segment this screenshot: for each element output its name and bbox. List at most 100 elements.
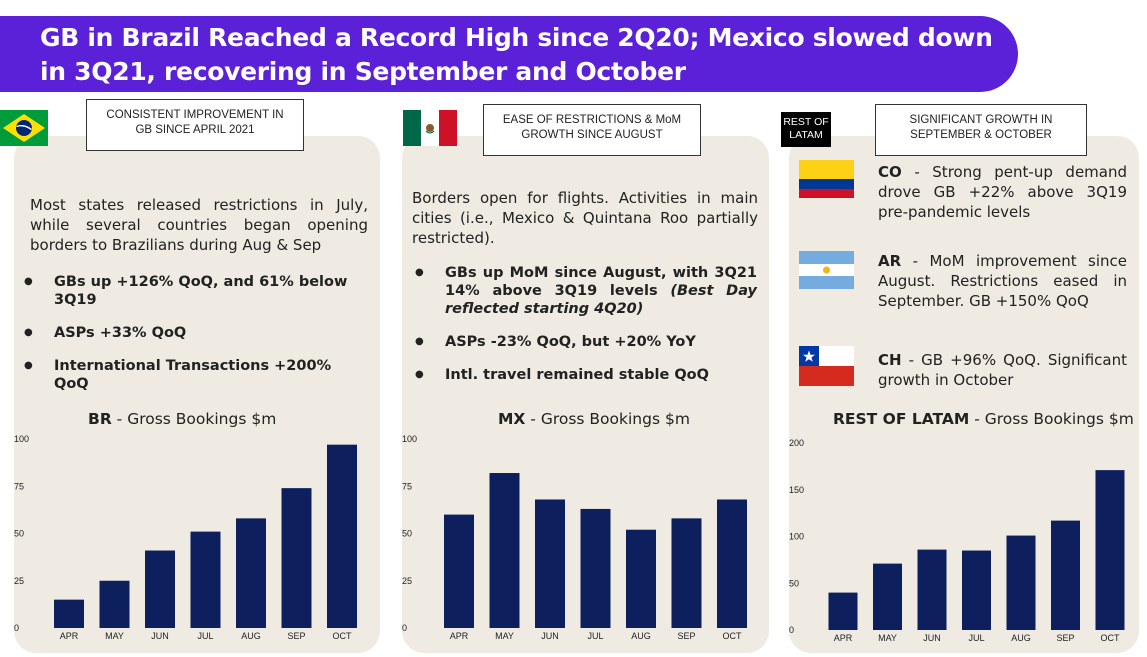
brazil-chart-title-rest: - Gross Bookings $m [111, 410, 277, 428]
mexico-chart-title-bold: MX [498, 410, 526, 428]
colombia-code: CO [878, 163, 902, 181]
mexico-y-tick-label: 25 [402, 576, 412, 586]
brazil-x-tick-label: APR [60, 631, 79, 641]
latam-bar-aug [1006, 535, 1036, 630]
brazil-bullets: GBs up +126% QoQ, and 61% below 3Q19 ASP… [22, 273, 367, 408]
mexico-y-tick-label: 100 [402, 434, 417, 444]
brazil-y-tick-label: 0 [14, 623, 19, 633]
latam-x-tick-label: JUL [968, 633, 984, 643]
brazil-bar-chart: 0 25 50 75 100 APR MAY JUN JUL AUG SEP OCT [14, 434, 357, 641]
mexico-bullet-1-main: GBs up MoM since August, with 3Q21 14% a… [445, 265, 757, 299]
chile-text: CH - GB +96% QoQ. Significant growth in … [878, 350, 1127, 390]
latam-y-tick-label: 50 [789, 578, 799, 588]
mexico-x-tick-label: OCT [723, 631, 743, 641]
mexico-x-tick-label: SEP [677, 631, 695, 641]
brazil-y-tick-label: 75 [14, 481, 24, 491]
brazil-y-tick-label: 50 [14, 529, 24, 539]
brazil-x-tick-label: OCT [333, 631, 353, 641]
chile-flag-icon [799, 346, 854, 386]
brazil-bar-may [99, 580, 130, 628]
latam-x-tick-label: AUG [1011, 633, 1031, 643]
latam-bar-may [873, 563, 902, 630]
mexico-x-tick-label: AUG [631, 631, 651, 641]
mexico-bar-oct [717, 499, 747, 628]
mexico-bullet-3: Intl. travel remained stable QoQ [413, 366, 757, 384]
brazil-y-tick-label: 25 [14, 576, 24, 586]
latam-chart-title-bold: REST OF LATAM [833, 410, 970, 428]
argentina-flag-icon [799, 251, 854, 289]
brazil-bar-sep [281, 488, 312, 628]
mexico-bullet-1-italic: (Best Day reflected starting 4Q20) [445, 283, 757, 317]
mexico-y-tick-label: 50 [402, 529, 412, 539]
latam-chart-title: REST OF LATAM - Gross Bookings $m [833, 410, 1134, 428]
mexico-bullets: GBs up MoM since August, with 3Q21 14% a… [413, 264, 757, 399]
mexico-x-tick-label: MAY [495, 631, 514, 641]
mexico-bar-may [489, 473, 520, 628]
brazil-bar-jul [190, 531, 221, 628]
latam-x-tick-label: APR [834, 633, 853, 643]
page-title-line-2: in 3Q21, recovering in September and Oct… [40, 57, 686, 86]
latam-x-tick-label: MAY [878, 633, 897, 643]
brazil-x-tick-label: JUN [151, 631, 169, 641]
rest-of-latam-label-line-1: REST OF [783, 116, 829, 128]
latam-bar-oct [1095, 470, 1125, 630]
latam-x-tick-label: JUN [923, 633, 941, 643]
brazil-bar-apr [54, 599, 84, 628]
mexico-bullet-2: ASPs -23% QoQ, but +20% YoY [413, 333, 757, 351]
latam-y-tick-label: 0 [789, 625, 794, 635]
mexico-tag-line-1: EASE OF RESTRICTIONS & MoM [502, 114, 682, 126]
mexico-x-tick-label: JUN [541, 631, 559, 641]
latam-chart-title-rest: - Gross Bookings $m [969, 410, 1134, 428]
latam-tag-line-2: SEPTEMBER & OCTOBER [910, 129, 1052, 141]
mexico-chart-title: MX - Gross Bookings $m [498, 410, 690, 428]
mexico-tag-line-2: GROWTH SINCE AUGUST [521, 129, 663, 141]
brazil-bar-jun [145, 550, 175, 628]
rest-of-latam-label: REST OF LATAM [781, 112, 831, 147]
brazil-bullet-3: International Transactions +200% QoQ [22, 357, 367, 393]
brazil-y-tick-label: 100 [14, 434, 29, 444]
latam-bar-sep [1051, 520, 1080, 630]
chile-code: CH [878, 351, 902, 369]
brazil-tag-line-1: CONSISTENT IMPROVEMENT IN [106, 109, 284, 121]
brazil-bar-aug [236, 518, 266, 628]
mexico-flag-icon [403, 110, 457, 146]
mexico-x-tick-label: JUL [587, 631, 603, 641]
mexico-y-tick-label: 0 [402, 623, 407, 633]
brazil-x-tick-label: AUG [241, 631, 261, 641]
brazil-body: Most states released restrictions in Jul… [30, 196, 368, 254]
brazil-flag-icon [0, 110, 48, 146]
rest-of-latam-label-line-2: LATAM [789, 129, 823, 141]
brazil-chart-title-bold: BR [88, 410, 112, 428]
mexico-bar-apr [444, 514, 474, 628]
argentina-description: - MoM improvement since August. Restrict… [878, 252, 1127, 310]
brazil-x-tick-label: MAY [105, 631, 124, 641]
latam-bar-apr [828, 592, 858, 630]
mexico-bar-jun [535, 499, 565, 628]
mexico-chart-title-rest: - Gross Bookings $m [525, 410, 690, 428]
mexico-x-tick-label: APR [450, 631, 469, 641]
mexico-y-tick-label: 75 [402, 481, 412, 491]
title-banner: GB in Brazil Reached a Record High since… [0, 16, 1018, 92]
brazil-x-tick-label: JUL [197, 631, 213, 641]
latam-bar-jun [917, 549, 947, 630]
brazil-bar-oct [327, 444, 357, 628]
argentina-text: AR - MoM improvement since August. Restr… [878, 251, 1127, 311]
mexico-bar-sep [671, 518, 702, 628]
latam-bar-jul [962, 550, 991, 630]
mexico-tag: EASE OF RESTRICTIONS & MoM GROWTH SINCE … [483, 104, 701, 156]
brazil-chart-title: BR - Gross Bookings $m [88, 410, 276, 428]
page-title-line-1: GB in Brazil Reached a Record High since… [40, 23, 993, 52]
latam-x-tick-label: SEP [1056, 633, 1074, 643]
latam-y-tick-label: 200 [789, 438, 804, 448]
latam-bar-chart: 0 50 100 150 200 APR MAY JUN JUL AUG SEP OCT [789, 438, 1125, 643]
mexico-bar-chart: 0 25 50 75 100 APR MAY JUN JUL AUG SEP OCT [402, 434, 747, 641]
argentina-code: AR [878, 252, 902, 270]
latam-x-tick-label: OCT [1101, 633, 1121, 643]
latam-y-tick-label: 100 [789, 532, 804, 542]
latam-tag-line-1: SIGNIFICANT GROWTH IN [909, 114, 1053, 126]
latam-y-tick-label: 150 [789, 485, 804, 495]
colombia-text: CO - Strong pent-up demand drove GB +22%… [878, 162, 1127, 222]
mexico-bar-jul [580, 508, 611, 628]
mexico-bar-aug [626, 529, 656, 628]
brazil-tag: CONSISTENT IMPROVEMENT IN GB SINCE APRIL… [86, 99, 304, 151]
